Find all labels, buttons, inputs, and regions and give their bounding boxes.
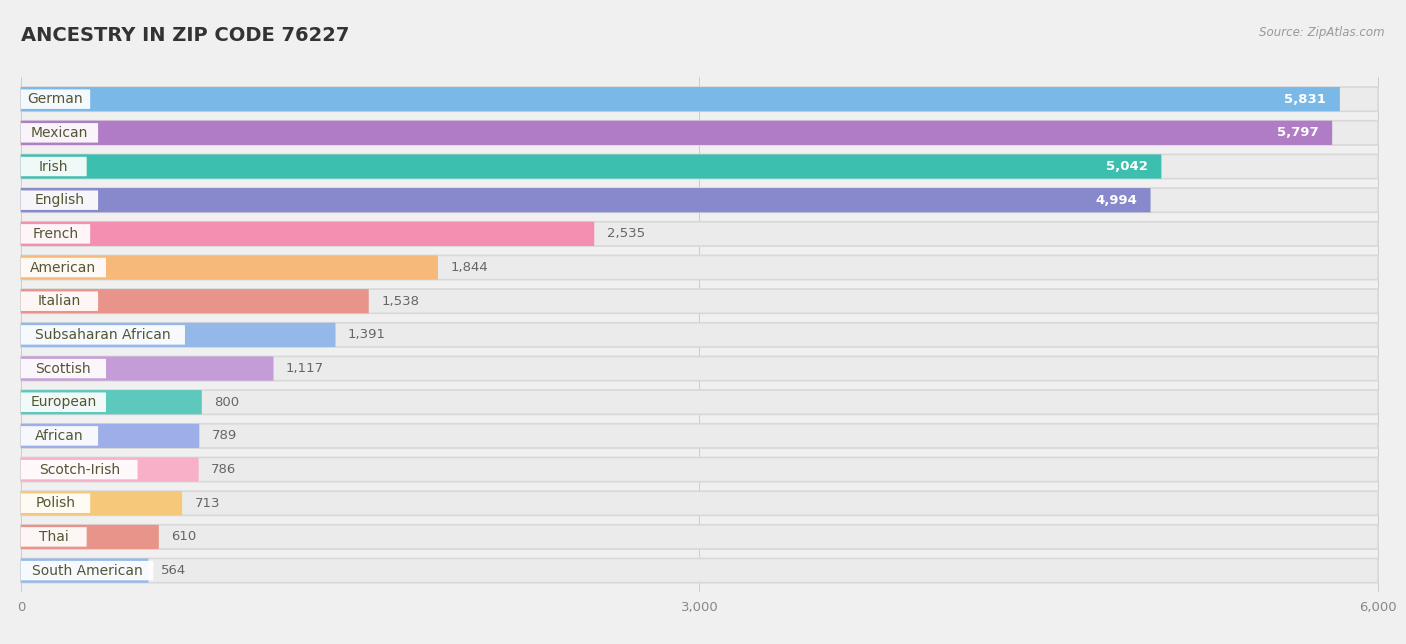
- Text: Irish: Irish: [39, 160, 69, 173]
- FancyBboxPatch shape: [21, 390, 202, 414]
- FancyBboxPatch shape: [21, 558, 1378, 583]
- FancyBboxPatch shape: [21, 424, 1378, 448]
- Text: 564: 564: [160, 564, 186, 577]
- FancyBboxPatch shape: [21, 561, 153, 580]
- Text: 1,538: 1,538: [381, 295, 419, 308]
- Text: South American: South American: [32, 564, 142, 578]
- Text: 789: 789: [212, 430, 238, 442]
- Text: English: English: [35, 193, 84, 207]
- FancyBboxPatch shape: [21, 120, 1333, 145]
- Text: ANCESTRY IN ZIP CODE 76227: ANCESTRY IN ZIP CODE 76227: [21, 26, 350, 45]
- FancyBboxPatch shape: [21, 156, 87, 176]
- FancyBboxPatch shape: [21, 493, 90, 513]
- FancyBboxPatch shape: [21, 491, 183, 515]
- FancyBboxPatch shape: [21, 222, 595, 246]
- FancyBboxPatch shape: [21, 558, 149, 583]
- Text: 1,844: 1,844: [450, 261, 488, 274]
- Text: French: French: [32, 227, 79, 241]
- Text: 1,117: 1,117: [285, 362, 325, 375]
- Text: 5,831: 5,831: [1285, 93, 1326, 106]
- FancyBboxPatch shape: [21, 256, 1378, 279]
- FancyBboxPatch shape: [21, 527, 87, 547]
- FancyBboxPatch shape: [21, 224, 90, 243]
- Text: African: African: [35, 429, 84, 443]
- FancyBboxPatch shape: [21, 325, 186, 345]
- Text: 2,535: 2,535: [607, 227, 645, 240]
- Text: 713: 713: [194, 497, 221, 510]
- Text: 800: 800: [214, 395, 239, 409]
- Text: 1,391: 1,391: [347, 328, 387, 341]
- FancyBboxPatch shape: [21, 222, 1378, 246]
- Text: Thai: Thai: [39, 530, 69, 544]
- FancyBboxPatch shape: [21, 323, 336, 347]
- FancyBboxPatch shape: [21, 356, 1378, 381]
- FancyBboxPatch shape: [21, 390, 1378, 414]
- Text: Subsaharan African: Subsaharan African: [35, 328, 170, 342]
- Text: Mexican: Mexican: [31, 126, 89, 140]
- FancyBboxPatch shape: [21, 155, 1378, 178]
- FancyBboxPatch shape: [21, 188, 1378, 213]
- FancyBboxPatch shape: [21, 123, 98, 142]
- FancyBboxPatch shape: [21, 525, 159, 549]
- FancyBboxPatch shape: [21, 491, 1378, 515]
- FancyBboxPatch shape: [21, 188, 1150, 213]
- FancyBboxPatch shape: [21, 424, 200, 448]
- FancyBboxPatch shape: [21, 356, 274, 381]
- FancyBboxPatch shape: [21, 289, 1378, 314]
- FancyBboxPatch shape: [21, 87, 1340, 111]
- Text: 4,994: 4,994: [1095, 194, 1137, 207]
- FancyBboxPatch shape: [21, 426, 98, 446]
- FancyBboxPatch shape: [21, 292, 98, 311]
- Text: American: American: [31, 261, 97, 274]
- FancyBboxPatch shape: [21, 323, 1378, 347]
- FancyBboxPatch shape: [21, 457, 198, 482]
- FancyBboxPatch shape: [21, 87, 1378, 111]
- FancyBboxPatch shape: [21, 120, 1378, 145]
- Text: 5,797: 5,797: [1277, 126, 1319, 139]
- FancyBboxPatch shape: [21, 258, 105, 278]
- Text: European: European: [31, 395, 97, 409]
- Text: Scottish: Scottish: [35, 361, 91, 375]
- FancyBboxPatch shape: [21, 256, 439, 279]
- FancyBboxPatch shape: [21, 359, 105, 378]
- FancyBboxPatch shape: [21, 289, 368, 314]
- Text: Source: ZipAtlas.com: Source: ZipAtlas.com: [1260, 26, 1385, 39]
- FancyBboxPatch shape: [21, 392, 105, 412]
- Text: 786: 786: [211, 463, 236, 476]
- FancyBboxPatch shape: [21, 457, 1378, 482]
- FancyBboxPatch shape: [21, 155, 1161, 178]
- FancyBboxPatch shape: [21, 460, 138, 479]
- FancyBboxPatch shape: [21, 525, 1378, 549]
- Text: Italian: Italian: [38, 294, 82, 308]
- Text: Scotch-Irish: Scotch-Irish: [39, 462, 120, 477]
- Text: German: German: [28, 92, 83, 106]
- Text: 5,042: 5,042: [1107, 160, 1147, 173]
- FancyBboxPatch shape: [21, 90, 90, 109]
- Text: Polish: Polish: [35, 497, 76, 510]
- Text: 610: 610: [172, 531, 197, 544]
- FancyBboxPatch shape: [21, 191, 98, 210]
